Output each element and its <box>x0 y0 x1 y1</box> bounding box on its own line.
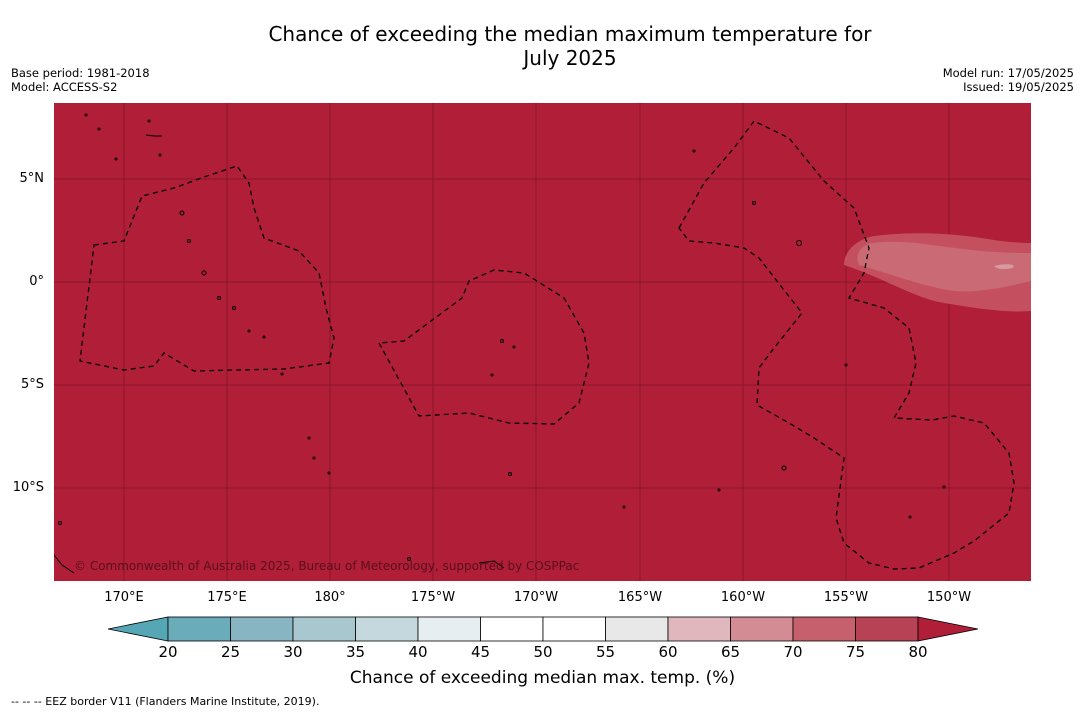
eez-kiribati-gilberts <box>79 165 335 372</box>
base-period-text: Base period: 1981-2018 <box>11 66 150 80</box>
colorbar-segment <box>417 616 481 642</box>
eez-phoenix-islands <box>377 269 590 425</box>
colorbar-over-arrow <box>917 616 978 642</box>
colorbar-segment <box>855 616 919 642</box>
lon-tick-170w: 170°W <box>513 590 559 605</box>
lat-tick-5s: 5°S <box>20 377 44 392</box>
colorbar-segment <box>480 616 544 642</box>
lat-tick-10s: 10°S <box>12 480 44 495</box>
map-background <box>54 103 1031 581</box>
lon-tick-155w: 155°W <box>823 590 869 605</box>
lon-tick-165w: 165°W <box>617 590 663 605</box>
colorbar-segment <box>605 616 669 642</box>
colorbar-segment <box>292 616 356 642</box>
eez-legend-note: -- -- -- EEZ border V11 (Flanders Marine… <box>11 695 320 708</box>
issued-text: Issued: 19/05/2025 <box>963 80 1074 94</box>
colorbar-tick: 25 <box>220 643 241 661</box>
meta-left: Base period: 1981-2018 Model: ACCESS-S2 <box>11 66 150 94</box>
graticule <box>54 103 1031 581</box>
colorbar-tick: 60 <box>658 643 678 661</box>
colorbar-label: Chance of exceeding median max. temp. (%… <box>349 668 736 688</box>
colorbar-segment <box>230 616 294 642</box>
colorbar-tick: 75 <box>845 643 866 661</box>
colorbar-segment <box>667 616 731 642</box>
colorbar-tick: 65 <box>720 643 741 661</box>
colorbar-segment <box>542 616 606 642</box>
colorbar-tick: 40 <box>408 643 428 661</box>
probability-band-65-70 <box>857 241 1031 292</box>
eez-line-islands <box>678 120 1015 570</box>
colorbar-tick: 20 <box>158 643 178 661</box>
chart-title: Chance of exceeding the median maximum t… <box>200 22 940 70</box>
model-run-text: Model run: 17/05/2025 <box>942 66 1074 80</box>
colorbar-tick: 80 <box>908 643 928 661</box>
colorbar-under-arrow <box>108 616 169 642</box>
colorbar-tick: 45 <box>470 643 491 661</box>
eez-borders <box>79 120 1015 570</box>
lat-tick-5n: 5°N <box>19 171 45 186</box>
colorbar <box>108 616 978 642</box>
forecast-map: © Commonwealth of Australia 2025, Bureau… <box>54 103 1031 581</box>
meta-right: Model run: 17/05/2025 Issued: 19/05/2025 <box>943 66 1074 94</box>
title-line-1: Chance of exceeding the median maximum t… <box>268 22 872 46</box>
lon-tick-175w: 175°W <box>410 590 456 605</box>
colorbar-segment <box>355 616 419 642</box>
lon-tick-170e: 170°E <box>104 590 144 605</box>
model-text: Model: ACCESS-S2 <box>11 80 118 94</box>
lon-tick-175e: 175°E <box>207 590 247 605</box>
probability-band-60-65 <box>994 264 1014 270</box>
colorbar-tick: 35 <box>345 643 366 661</box>
colorbar-tick: 50 <box>533 643 553 661</box>
island-coastlines <box>54 113 946 574</box>
colorbar-segment <box>792 616 856 642</box>
colorbar-tick: 70 <box>783 643 803 661</box>
lon-tick-160w: 160°W <box>720 590 766 605</box>
colorbar-tick: 55 <box>595 643 616 661</box>
lat-tick-0: 0° <box>29 274 44 289</box>
title-line-2: July 2025 <box>523 46 617 70</box>
map-attribution: © Commonwealth of Australia 2025, Bureau… <box>74 559 579 573</box>
lon-tick-180: 180° <box>314 590 346 605</box>
lon-tick-150w: 150°W <box>926 590 972 605</box>
colorbar-segment <box>730 616 794 642</box>
colorbar-tick: 30 <box>283 643 303 661</box>
colorbar-segment <box>167 616 231 642</box>
